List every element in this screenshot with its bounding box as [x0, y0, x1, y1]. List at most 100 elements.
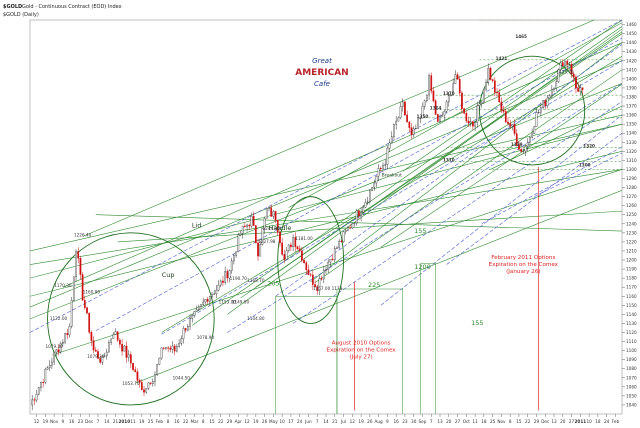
- candle-body: [197, 306, 200, 310]
- candle-body: [555, 81, 558, 89]
- blue-trend-line: [292, 101, 622, 324]
- x-tick-label: 19: [253, 419, 259, 424]
- candle-body: [513, 124, 516, 134]
- candle-body: [211, 293, 213, 297]
- candle-body: [37, 387, 40, 395]
- candle-body: [423, 100, 426, 107]
- candle-body: [279, 232, 281, 244]
- candle-body: [70, 300, 73, 327]
- candle-body: [366, 201, 369, 203]
- x-tick-label: 21: [113, 419, 119, 424]
- candle-body: [395, 120, 398, 125]
- key-level-label: 1310: [443, 157, 455, 162]
- candle-body: [436, 114, 439, 122]
- watermark-logo: Great AMERICAN Cafe: [295, 57, 348, 88]
- blue-trend-line: [95, 37, 622, 331]
- candle-body: [450, 94, 452, 96]
- price-label: 1122.00: [50, 316, 68, 321]
- x-tick-label: 23: [78, 419, 84, 424]
- candle-body: [101, 355, 104, 363]
- expiration-annotation-line: Expiration on the Comex: [489, 262, 559, 268]
- candle-body: [35, 393, 38, 401]
- candle-body: [62, 341, 64, 344]
- candle-body: [176, 346, 178, 352]
- y-tick-label: 1350: [626, 122, 637, 127]
- candle-body: [112, 334, 115, 339]
- candle-body: [66, 333, 69, 336]
- x-tick-label: 16: [393, 419, 399, 424]
- candle-body: [296, 246, 299, 250]
- candle-body: [382, 165, 384, 169]
- candle-body: [305, 262, 308, 270]
- candle-body: [358, 210, 360, 216]
- candle-body: [252, 215, 255, 226]
- candle-body: [432, 90, 435, 101]
- candle-body: [165, 347, 167, 349]
- blue-trend-line: [534, 152, 622, 197]
- expiration-annotation-line: February 2011 Options: [491, 255, 555, 261]
- candle-body: [511, 124, 514, 127]
- y-tick-label: 1340: [626, 131, 637, 136]
- candle-body: [178, 343, 180, 347]
- candle-body: [340, 240, 343, 243]
- price-label: 1079.20: [87, 354, 105, 359]
- candle-body: [180, 338, 183, 344]
- candle-body: [86, 307, 88, 314]
- candle-body: [90, 332, 93, 341]
- candle-body: [572, 73, 575, 78]
- candle-body: [281, 242, 284, 255]
- y-tick-label: 1060: [626, 384, 637, 389]
- candle-body: [64, 333, 66, 343]
- candle-body: [561, 62, 564, 67]
- x-tick-label: 24: [297, 419, 303, 424]
- candle-body: [46, 367, 49, 370]
- green-trend-line: [192, 26, 622, 326]
- x-tick-label: May: [269, 419, 278, 424]
- candle-body: [105, 351, 108, 357]
- x-tick-label: 11: [130, 419, 136, 424]
- x-tick-label: 14: [323, 419, 329, 424]
- x-tick-label: 24: [604, 419, 610, 424]
- y-tick-label: 1040: [626, 402, 637, 407]
- candle-body: [200, 304, 202, 308]
- candle-body: [309, 274, 312, 276]
- y-tick-label: 1300: [626, 167, 637, 172]
- dimension-label: 155: [414, 227, 426, 235]
- candle-body: [401, 101, 404, 107]
- candle-body: [116, 331, 119, 341]
- candle-body: [415, 127, 417, 129]
- chart-symbol: $GOLD: [3, 4, 22, 10]
- candle-body: [149, 382, 152, 384]
- pattern-ellipse: [47, 232, 215, 406]
- x-tick-label: 11: [472, 419, 478, 424]
- candle-body: [347, 227, 349, 231]
- candle-body: [557, 69, 560, 82]
- x-tick-label: 10: [586, 419, 592, 424]
- candle-body: [268, 207, 270, 209]
- candle-body: [88, 312, 91, 333]
- candle-body: [454, 74, 457, 84]
- candle-body: [518, 144, 520, 150]
- y-tick-label: 1050: [626, 393, 637, 398]
- y-tick-label: 1260: [626, 203, 637, 208]
- candle-body: [230, 260, 233, 271]
- x-tick-label: 20: [446, 419, 452, 424]
- candle-body: [189, 318, 191, 327]
- candle-body: [292, 237, 294, 248]
- x-tick-label: 26: [262, 419, 268, 424]
- candle-body: [121, 344, 123, 352]
- candle-body: [140, 382, 143, 390]
- y-tick-label: 1390: [626, 85, 637, 90]
- blue-trend-line: [481, 146, 622, 225]
- candle-body: [478, 103, 481, 106]
- x-tick-label: 18: [595, 419, 601, 424]
- key-level-label: 1421: [496, 56, 508, 61]
- chart-description: Gold - Continuous Contract (EOD) Index: [22, 4, 122, 10]
- dimension-label: 155: [471, 319, 483, 327]
- candle-body: [239, 233, 242, 235]
- candle-body: [474, 122, 476, 127]
- candle-body: [338, 240, 341, 249]
- y-tick-label: 1230: [626, 230, 637, 235]
- x-tick-label: Jul: [340, 419, 346, 424]
- candle-body: [314, 284, 316, 287]
